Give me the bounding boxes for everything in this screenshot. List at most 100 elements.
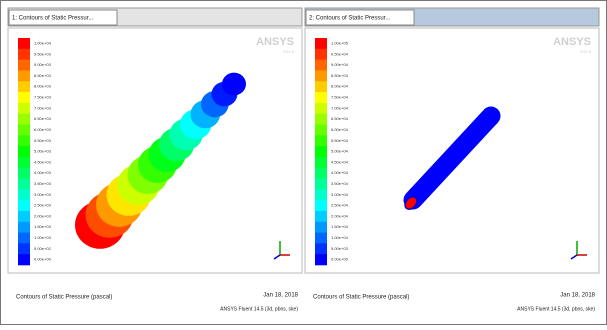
colorbar-label: 7.00e+03	[34, 105, 52, 110]
colorbar-label: 9.50e+03	[34, 51, 52, 56]
colorbar-label: 1.00e+04	[331, 235, 349, 240]
caption: Contours of Static Pressure (pascal)	[16, 295, 112, 301]
colorbar-swatch	[315, 189, 327, 200]
colorbar-swatch	[18, 124, 30, 135]
logo: ANSYS	[553, 36, 591, 48]
viewport-panel: 2: Contours of Static Pressur... ANSYSR14…	[305, 8, 599, 312]
colorbar-label: 5.00e+03	[34, 149, 52, 154]
colorbar-swatch	[18, 168, 30, 179]
colorbar-label: 0.00e+00	[34, 257, 52, 262]
colorbar-swatch	[18, 92, 30, 103]
colorbar-swatch	[18, 254, 30, 265]
colorbar-label: 3.00e+04	[331, 192, 349, 197]
colorbar-label: 5.50e+03	[34, 138, 52, 143]
colorbar-label: 2.00e+03	[34, 213, 52, 218]
date: Jan 18, 2018	[263, 293, 298, 299]
solver-info: ANSYS Fluent 14.5 (3d, pbns, ske)	[517, 306, 595, 312]
colorbar-swatch	[18, 233, 30, 244]
colorbar-swatch	[315, 254, 327, 265]
colorbar-label: 6.50e+03	[34, 116, 52, 121]
colorbar-label: 2.50e+04	[331, 203, 349, 208]
cylinder-section	[222, 73, 246, 96]
colorbar-label: 3.50e+04	[331, 181, 349, 186]
logo-sub: R14.5	[283, 49, 294, 54]
colorbar-label: 1.00e+05	[331, 40, 349, 45]
colorbar-swatch	[315, 168, 327, 179]
colorbar-swatch	[315, 179, 327, 190]
colorbar-swatch	[315, 103, 327, 114]
date: Jan 18, 2018	[560, 293, 595, 299]
logo: ANSYS	[256, 36, 294, 48]
colorbar-label: 2.00e+04	[331, 213, 349, 218]
colorbar-label: 0.00e+00	[331, 257, 349, 262]
colorbar-label: 8.00e+03	[34, 84, 52, 89]
colorbar-swatch	[18, 38, 30, 49]
colorbar-swatch	[18, 135, 30, 146]
screenshot: 1: Contours of Static Pressur...ANSYSR14…	[0, 0, 607, 325]
colorbar-label: 4.00e+04	[331, 170, 349, 175]
caption: Contours of Static Pressure (pascal)	[313, 295, 409, 301]
colorbar-swatch	[18, 81, 30, 92]
colorbar-swatch	[18, 179, 30, 190]
colorbar-swatch	[18, 70, 30, 81]
colorbar-swatch	[315, 222, 327, 233]
colorbar-swatch	[315, 92, 327, 103]
colorbar-swatch	[18, 49, 30, 60]
colorbar-swatch	[315, 157, 327, 168]
colorbar-label: 1.50e+04	[331, 224, 349, 229]
colorbar-label: 9.50e+04	[331, 51, 349, 56]
colorbar-label: 4.00e+03	[34, 170, 52, 175]
colorbar-swatch	[315, 135, 327, 146]
colorbar-label: 6.00e+04	[331, 127, 349, 132]
colorbar-label: 5.00e+04	[331, 149, 349, 154]
solver-info: ANSYS Fluent 14.5 (3d, pbns, ske)	[220, 306, 298, 312]
colorbar-label: 8.00e+04	[331, 84, 349, 89]
colorbar-swatch	[315, 211, 327, 222]
tab-label[interactable]: 1: Contours of Static Pressur...	[12, 16, 94, 22]
colorbar-swatch	[315, 38, 327, 49]
colorbar-swatch	[315, 233, 327, 244]
colorbar-swatch	[315, 60, 327, 71]
colorbar-swatch	[18, 211, 30, 222]
colorbar-swatch	[18, 103, 30, 114]
colorbar-label: 2.50e+03	[34, 203, 52, 208]
colorbar-label: 3.50e+03	[34, 181, 52, 186]
colorbar-label: 1.00e+03	[34, 235, 52, 240]
colorbar-label: 4.50e+03	[34, 159, 52, 164]
colorbar-swatch	[18, 200, 30, 211]
tab-label[interactable]: 2: Contours of Static Pressur...	[309, 16, 391, 22]
colorbar-label: 7.50e+03	[34, 95, 52, 100]
logo-sub: R14.5	[580, 49, 591, 54]
viewport-panel: 1: Contours of Static Pressur... ANSYSR14…	[8, 8, 302, 312]
colorbar-label: 7.00e+04	[331, 105, 349, 110]
colorbar-swatch	[18, 222, 30, 233]
colorbar-label: 1.00e+04	[34, 40, 52, 45]
colorbar-label: 1.50e+03	[34, 224, 52, 229]
colorbar-label: 4.50e+04	[331, 159, 349, 164]
colorbar-swatch	[315, 146, 327, 157]
colorbar-label: 5.50e+04	[331, 138, 349, 143]
colorbar-label: 3.00e+03	[34, 192, 52, 197]
colorbar-swatch	[315, 124, 327, 135]
colorbar-swatch	[315, 81, 327, 92]
colorbar-swatch	[315, 114, 327, 125]
colorbar-swatch	[18, 60, 30, 71]
colorbar-label: 5.00e+02	[34, 246, 52, 251]
colorbar-label: 9.00e+03	[34, 62, 52, 67]
colorbar-swatch	[18, 189, 30, 200]
colorbar-swatch	[315, 49, 327, 60]
colorbar-swatch	[18, 146, 30, 157]
colorbar-label: 6.00e+03	[34, 127, 52, 132]
colorbar-swatch	[315, 200, 327, 211]
colorbar-swatch	[18, 114, 30, 125]
colorbar-label: 5.00e+03	[331, 246, 349, 251]
colorbar-label: 6.50e+04	[331, 116, 349, 121]
colorbar-swatch	[315, 243, 327, 254]
colorbar-swatch	[18, 243, 30, 254]
colorbar-swatch	[18, 157, 30, 168]
colorbar-label: 9.00e+04	[331, 62, 349, 67]
colorbar-swatch	[315, 70, 327, 81]
colorbar-label: 8.50e+03	[34, 73, 52, 78]
colorbar-label: 8.50e+04	[331, 73, 349, 78]
colorbar-label: 7.50e+04	[331, 95, 349, 100]
